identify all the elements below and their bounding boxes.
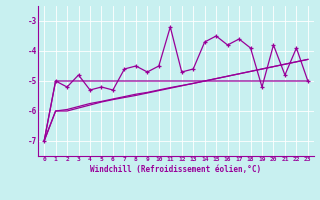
X-axis label: Windchill (Refroidissement éolien,°C): Windchill (Refroidissement éolien,°C) [91, 165, 261, 174]
